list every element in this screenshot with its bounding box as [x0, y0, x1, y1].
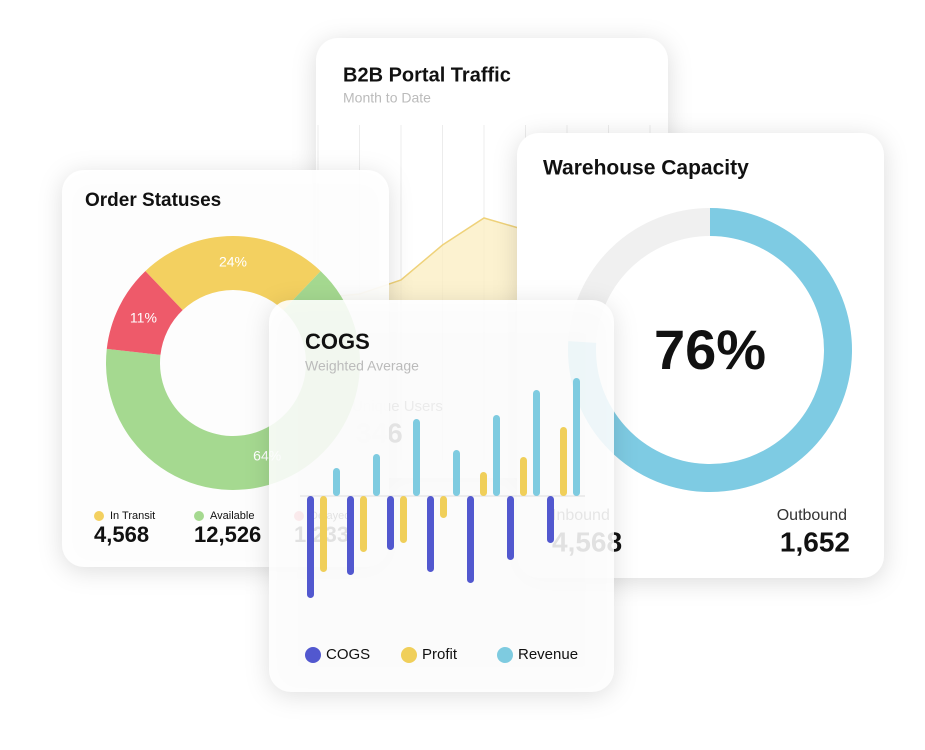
bar — [347, 496, 354, 575]
bar — [373, 454, 380, 496]
bar — [467, 496, 474, 583]
card-subtitle: Weighted Average — [305, 358, 419, 374]
bar — [453, 450, 460, 496]
card-title: Warehouse Capacity — [543, 157, 749, 180]
donut-segment — [106, 271, 183, 355]
legend-label: COGS — [326, 646, 370, 663]
bar — [333, 468, 340, 496]
legend-total: 4,568 — [94, 522, 149, 547]
bar — [320, 496, 327, 572]
bar — [547, 496, 554, 543]
bar — [307, 496, 314, 598]
bar — [533, 390, 540, 496]
card-subtitle: Month to Date — [343, 90, 431, 106]
bar — [560, 427, 567, 496]
bar — [493, 415, 500, 496]
bar — [427, 496, 434, 572]
legend-dot — [94, 511, 104, 521]
legend-label: Revenue — [518, 646, 578, 663]
stat-value: 1,652 — [780, 526, 850, 557]
legend-label: Available — [210, 510, 254, 522]
legend-label: Profit — [422, 646, 458, 663]
bar — [507, 496, 514, 560]
card-title: COGS — [305, 329, 370, 354]
bar — [573, 378, 580, 496]
card-title: Order Statuses — [85, 190, 221, 211]
bar — [360, 496, 367, 552]
legend-dot — [497, 647, 513, 663]
legend-label: In Transit — [110, 510, 155, 522]
bar — [413, 419, 420, 496]
legend-dot — [194, 511, 204, 521]
stat-label: Outbound — [777, 507, 847, 524]
card: COGS Weighted Average COGS Profit Revenue — [269, 300, 614, 692]
bar — [480, 472, 487, 496]
card-title: B2B Portal Traffic — [343, 64, 511, 86]
data-label: 24% — [219, 254, 247, 270]
legend-dot — [305, 647, 321, 663]
bar — [440, 496, 447, 518]
bar — [400, 496, 407, 543]
legend-dot — [401, 647, 417, 663]
bar — [520, 457, 527, 496]
gauge-label: 76% — [654, 318, 766, 381]
data-label: 11% — [130, 309, 157, 325]
donut-segment — [145, 235, 321, 311]
legend-total: 12,526 — [194, 522, 261, 547]
bar — [387, 496, 394, 550]
